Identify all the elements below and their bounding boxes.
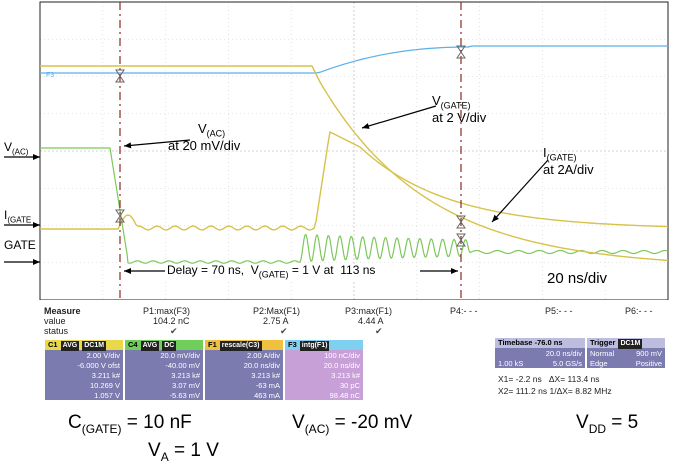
- cursor-x2-readout: X2= 111.2 ns 1/ΔX= 8.82 MHz: [498, 386, 612, 396]
- igate-annotation-arrow-head: [492, 214, 499, 222]
- vac-annotation-arrow-head: [124, 142, 132, 149]
- delay-right-arrow-head: [451, 268, 458, 274]
- param-p1-value: 104.2 nC: [153, 316, 190, 326]
- param-p2-value: 2.75 A: [263, 316, 289, 326]
- traces: [40, 45, 669, 264]
- vgate-trace: [40, 65, 669, 262]
- param-p2-name[interactable]: P2:Max(F1): [253, 306, 301, 316]
- vdd-caption: VDD = 5: [576, 412, 639, 436]
- param-p3-value: 4.44 A: [358, 316, 384, 326]
- vac-scale-label: at 20 mV/div: [168, 137, 241, 153]
- igate-scale-label: at 2A/div: [543, 161, 594, 177]
- f3-trace: [40, 45, 668, 74]
- timebase-annotation: 20 ns/div: [544, 270, 611, 288]
- cgate-caption: C(GATE) = 10 nF: [68, 412, 192, 436]
- vac-left-arrow-head: [33, 154, 40, 160]
- delay-annotation: Delay = 70 ns, V(GATE) = 1 V at 113 ns: [165, 263, 378, 280]
- cursor-marker-icon: [115, 69, 125, 83]
- igate-left-arrow-head: [33, 222, 40, 228]
- gate-left-arrow-head: [33, 259, 40, 265]
- vgate-annotation-arrow: [361, 105, 437, 129]
- igate-annotation-arrow: [491, 159, 549, 223]
- igate-trace: [40, 131, 669, 231]
- gate-left-label: GATE: [4, 238, 36, 252]
- scope-display: F3 V(AC) I(GATE GATE V(AC) at 20 mV/div …: [4, 1, 669, 304]
- vgate-annotation: V(GATE) at 2 V/div: [432, 93, 487, 125]
- measure-value-row-label: value: [44, 316, 66, 326]
- vgate-annotation-arrow-head: [362, 123, 370, 129]
- igate-annotation: I(GATE) at 2A/div: [543, 145, 594, 177]
- channel-f1-descriptor[interactable]: F1 rescale(C3) 2.00 A/div 20.0 ns/div 3.213…: [205, 340, 283, 400]
- markers: [4, 45, 549, 304]
- trigger-panel[interactable]: Trigger DC1M Normal 900 mV Edge Positive: [587, 338, 665, 368]
- channel-c1-descriptor[interactable]: C1 AVG DC1M 2.00 V/div -6.000 V ofst 3.211 k…: [45, 340, 123, 400]
- timebase-panel[interactable]: Timebase -76.0 ns 20.0 ns/div 1.00 kS 5.…: [495, 338, 585, 368]
- measure-status-row-label: status: [44, 326, 69, 336]
- waveform-plot: [4, 1, 669, 304]
- vac-annotation: V(AC) at 20 mV/div: [168, 121, 241, 153]
- f3-trace-label: F3: [46, 72, 55, 79]
- cursor-marker-icon: [115, 209, 125, 223]
- cursor-marker-icon: [456, 215, 466, 229]
- param-p4-name[interactable]: P4:- - -: [450, 306, 478, 316]
- delay-left-arrow-head: [124, 268, 131, 274]
- cursor-marker-icon: [456, 233, 466, 247]
- cursor-x1-readout: X1= -2.2 ns ΔX= 113.4 ns: [498, 374, 600, 384]
- vac-caption: V(AC) = -20 mV: [292, 412, 413, 436]
- measure-title: Measure: [44, 306, 81, 316]
- vgate-scale-label: at 2 V/div: [432, 109, 487, 125]
- vac-left-label: V(AC): [4, 140, 29, 157]
- vac-annotation-arrow: [123, 139, 191, 147]
- param-p3-status: ✔: [375, 326, 383, 336]
- igate-left-label: I(GATE: [4, 208, 32, 225]
- vac-trace: [40, 147, 669, 264]
- va-caption: VA = 1 V: [148, 440, 219, 464]
- channel-f3-descriptor[interactable]: F3 intg(F1) 100 nC/div 20.0 ns/div 3.213 k#…: [285, 340, 363, 400]
- param-p5-name[interactable]: P5:- - -: [545, 306, 573, 316]
- param-p3-name[interactable]: P3:max(F1): [345, 306, 393, 316]
- param-p2-status: ✔: [280, 326, 288, 336]
- param-p6-name[interactable]: P6:- - -: [625, 306, 653, 316]
- channel-c4-descriptor[interactable]: C4 AVG DC 20.0 mV/div -40.00 mV 3.213 k# 3.07…: [125, 340, 203, 400]
- cursor-marker-icon: [456, 45, 466, 59]
- param-p1-name[interactable]: P1:max(F3): [143, 306, 191, 316]
- param-p1-status: ✔: [170, 326, 178, 336]
